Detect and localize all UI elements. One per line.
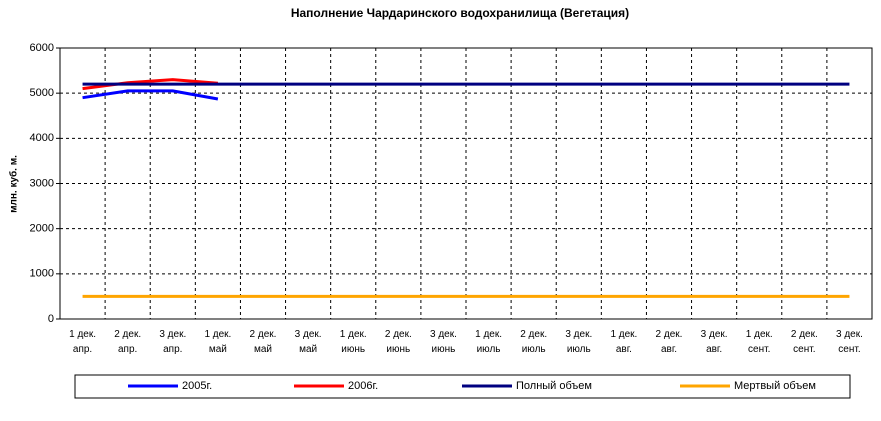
- y-tick-label: 0: [48, 313, 54, 325]
- legend-label: Мертвый объем: [734, 380, 816, 392]
- y-tick-label: 1000: [30, 268, 54, 280]
- legend-label: 2006г.: [348, 380, 378, 392]
- y-tick-label: 4000: [30, 132, 54, 144]
- legend-label: 2005г.: [182, 380, 212, 392]
- series-line: [82, 89, 219, 101]
- chart-title: Наполнение Чардаринского водохранилища (…: [291, 6, 629, 20]
- x-tick-label: 1 дек. июнь: [340, 329, 367, 355]
- x-tick-label: 3 дек. апр.: [159, 329, 186, 355]
- x-tick-label: 1 дек. авг.: [610, 329, 637, 355]
- x-tick-label: 1 дек. апр.: [69, 329, 96, 355]
- x-tick-label: 2 дек. май: [250, 329, 277, 355]
- y-axis-label: млн. куб. м.: [8, 155, 20, 213]
- x-tick-label: 3 дек. июнь: [430, 329, 457, 355]
- x-tick-label: 2 дек. сент.: [791, 329, 818, 355]
- y-tick-label: 6000: [30, 42, 54, 54]
- y-tick-label: 3000: [30, 177, 54, 189]
- x-tick-label: 3 дек. май: [295, 329, 322, 355]
- x-tick-label: 1 дек. сент.: [746, 329, 773, 355]
- legend-label: Полный объем: [516, 380, 592, 392]
- x-tick-label: 1 дек. май: [204, 329, 231, 355]
- x-tick-label: 3 дек. авг.: [701, 329, 728, 355]
- y-tick-label: 5000: [30, 87, 54, 99]
- series-line: [82, 78, 219, 91]
- x-tick-label: 2 дек. июль: [520, 329, 547, 355]
- x-tick-label: 3 дек. июль: [565, 329, 592, 355]
- x-tick-label: 2 дек. авг.: [656, 329, 683, 355]
- x-tick-label: 2 дек. июнь: [385, 329, 412, 355]
- y-tick-label: 2000: [30, 223, 54, 235]
- x-tick-label: 2 дек. апр.: [114, 329, 141, 355]
- legend-box: [74, 374, 851, 399]
- x-tick-label: 3 дек. сент.: [836, 329, 863, 355]
- x-tick-label: 1 дек. июль: [475, 329, 502, 355]
